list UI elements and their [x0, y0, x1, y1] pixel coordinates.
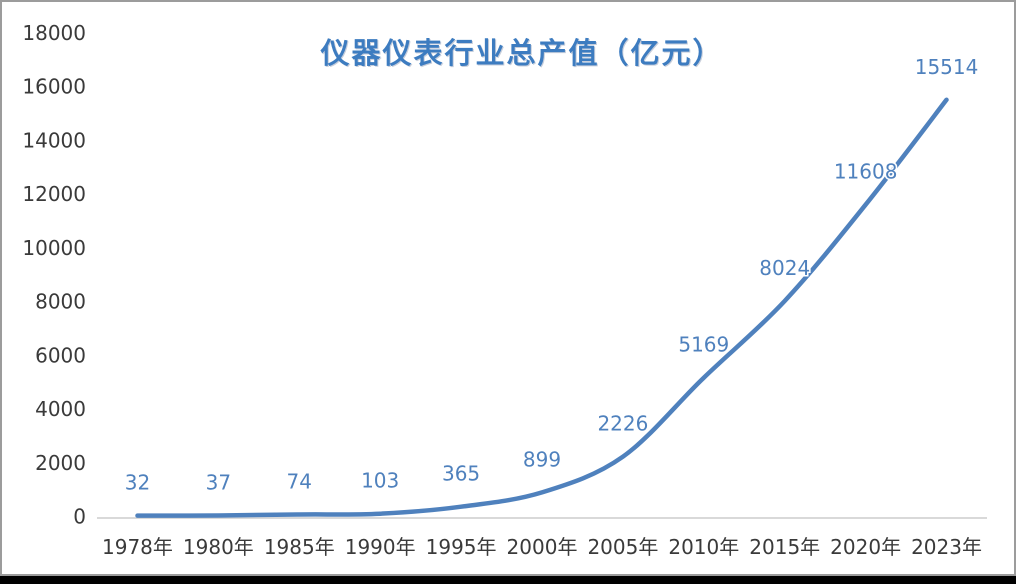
y-tick-label: 4000 — [35, 397, 86, 421]
y-tick-label: 0 — [73, 505, 86, 529]
x-tick-label: 2010年 — [668, 535, 739, 559]
y-tick-label: 6000 — [35, 343, 86, 367]
x-tick-label: 2023年 — [911, 535, 982, 559]
data-point-label: 103 — [361, 469, 399, 493]
x-tick-label: 1978年 — [102, 535, 173, 559]
x-tick-label: 2000年 — [507, 535, 578, 559]
data-point-label: 365 — [442, 462, 480, 486]
data-point-label: 15514 — [915, 55, 979, 79]
x-tick-label: 1995年 — [426, 535, 497, 559]
x-tick-label: 1990年 — [345, 535, 416, 559]
y-tick-label: 10000 — [22, 236, 86, 260]
x-tick-label: 1980年 — [183, 535, 254, 559]
data-point-label: 8024 — [759, 256, 810, 280]
data-point-label: 74 — [287, 470, 312, 494]
x-tick-label: 2005年 — [587, 535, 658, 559]
y-tick-label: 12000 — [22, 182, 86, 206]
data-point-label: 899 — [523, 447, 561, 471]
x-tick-label: 2020年 — [830, 535, 901, 559]
x-tick-label: 1985年 — [264, 535, 335, 559]
y-tick-label: 16000 — [22, 75, 86, 99]
y-tick-label: 14000 — [22, 128, 86, 152]
y-tick-label: 18000 — [22, 21, 86, 45]
y-tick-label: 2000 — [35, 451, 86, 475]
data-point-label: 37 — [206, 471, 231, 495]
x-tick-label: 2015年 — [749, 535, 820, 559]
data-point-label: 11608 — [834, 160, 898, 184]
bottom-shadow-bar — [0, 576, 1016, 584]
y-tick-label: 8000 — [35, 290, 86, 314]
data-point-label: 32 — [125, 471, 150, 495]
data-point-label: 2226 — [597, 412, 648, 436]
data-series-line — [135, 97, 949, 518]
data-point-label: 5169 — [678, 333, 729, 357]
chart-title: 仪器仪表行业总产值（亿元） — [320, 36, 724, 70]
